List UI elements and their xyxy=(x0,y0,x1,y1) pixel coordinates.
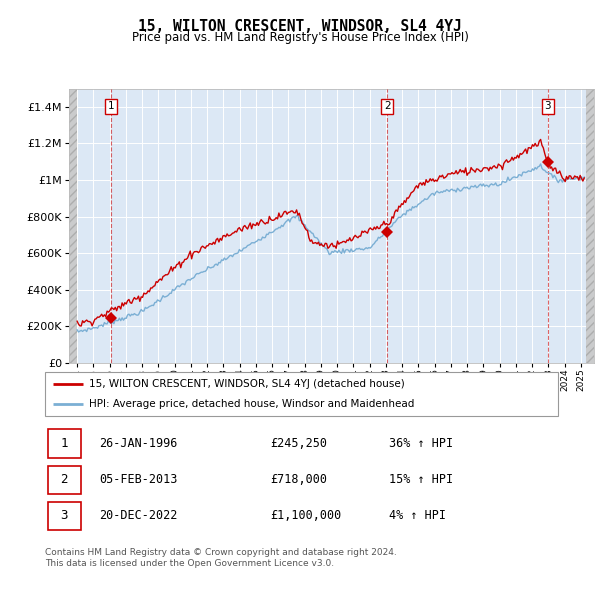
Text: 2: 2 xyxy=(61,473,68,486)
Text: 36% ↑ HPI: 36% ↑ HPI xyxy=(389,437,453,450)
Text: This data is licensed under the Open Government Licence v3.0.: This data is licensed under the Open Gov… xyxy=(45,559,334,568)
Text: Contains HM Land Registry data © Crown copyright and database right 2024.: Contains HM Land Registry data © Crown c… xyxy=(45,548,397,556)
Text: 1: 1 xyxy=(107,101,114,112)
Text: 2: 2 xyxy=(384,101,391,112)
Bar xyxy=(69,88,77,363)
Text: 3: 3 xyxy=(61,509,68,522)
Text: 15% ↑ HPI: 15% ↑ HPI xyxy=(389,473,453,486)
Text: 1: 1 xyxy=(61,437,68,450)
Text: 15, WILTON CRESCENT, WINDSOR, SL4 4YJ: 15, WILTON CRESCENT, WINDSOR, SL4 4YJ xyxy=(138,19,462,34)
Text: £1,100,000: £1,100,000 xyxy=(271,509,342,522)
FancyBboxPatch shape xyxy=(47,502,81,530)
FancyBboxPatch shape xyxy=(47,466,81,494)
Text: £245,250: £245,250 xyxy=(271,437,328,450)
Text: 3: 3 xyxy=(545,101,551,112)
Text: Price paid vs. HM Land Registry's House Price Index (HPI): Price paid vs. HM Land Registry's House … xyxy=(131,31,469,44)
Text: 20-DEC-2022: 20-DEC-2022 xyxy=(99,509,177,522)
Text: 15, WILTON CRESCENT, WINDSOR, SL4 4YJ (detached house): 15, WILTON CRESCENT, WINDSOR, SL4 4YJ (d… xyxy=(89,379,404,389)
Text: 4% ↑ HPI: 4% ↑ HPI xyxy=(389,509,446,522)
Text: £718,000: £718,000 xyxy=(271,473,328,486)
Text: HPI: Average price, detached house, Windsor and Maidenhead: HPI: Average price, detached house, Wind… xyxy=(89,399,414,409)
Text: 05-FEB-2013: 05-FEB-2013 xyxy=(99,473,177,486)
FancyBboxPatch shape xyxy=(47,430,81,458)
Bar xyxy=(586,88,594,363)
Text: 26-JAN-1996: 26-JAN-1996 xyxy=(99,437,177,450)
FancyBboxPatch shape xyxy=(45,372,558,416)
